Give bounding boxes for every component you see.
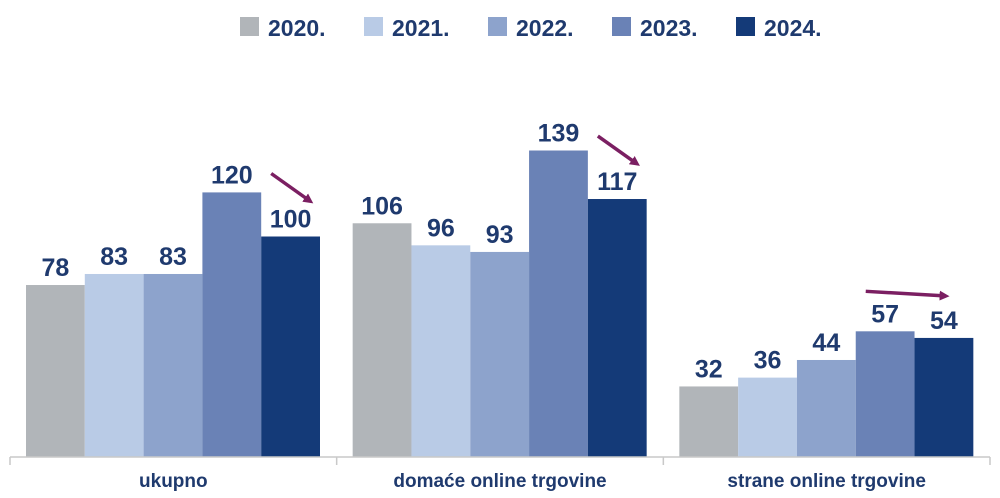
legend: 2020. 2021. 2022. 2023. 2024. bbox=[240, 15, 822, 41]
bar-0-3 bbox=[202, 192, 262, 457]
bar-1-1 bbox=[411, 245, 471, 457]
value-label-2-2: 44 bbox=[812, 329, 840, 357]
bar-0-1 bbox=[84, 273, 144, 457]
value-label-0-3: 120 bbox=[211, 161, 253, 189]
bar-0-4 bbox=[261, 236, 320, 457]
value-label-1-0: 106 bbox=[361, 192, 403, 220]
trend-arrow-1 bbox=[596, 134, 640, 166]
category-label-0: ukupno bbox=[139, 471, 208, 492]
bar-2-4 bbox=[914, 337, 974, 457]
legend-swatch-0 bbox=[240, 17, 259, 36]
category-label-2: strane online trgovine bbox=[727, 471, 925, 492]
value-label-2-1: 36 bbox=[754, 347, 782, 375]
bar-2-3 bbox=[855, 331, 915, 457]
bar-2-2 bbox=[796, 359, 856, 457]
value-label-1-2: 93 bbox=[486, 221, 514, 249]
bar-0-2 bbox=[143, 273, 203, 457]
value-label-0-4: 100 bbox=[270, 206, 312, 234]
value-label-0-2: 83 bbox=[159, 243, 187, 271]
legend-label-2: 2022. bbox=[516, 15, 574, 41]
bar-1-0 bbox=[352, 223, 412, 457]
value-label-2-3: 57 bbox=[871, 300, 899, 328]
value-label-1-3: 139 bbox=[538, 120, 580, 148]
legend-swatch-4 bbox=[736, 17, 755, 36]
bar-1-2 bbox=[470, 251, 530, 457]
legend-swatch-3 bbox=[612, 17, 631, 36]
legend-label-1: 2021. bbox=[392, 15, 450, 41]
legend-label-4: 2024. bbox=[764, 15, 822, 41]
value-label-2-0: 32 bbox=[695, 355, 723, 383]
bar-0-0 bbox=[26, 285, 85, 457]
legend-swatch-1 bbox=[364, 17, 383, 36]
bar-1-4 bbox=[587, 199, 647, 457]
bars-group bbox=[26, 150, 974, 457]
legend-label-0: 2020. bbox=[268, 15, 326, 41]
trend-arrows-group bbox=[270, 134, 950, 301]
value-label-1-4: 117 bbox=[597, 168, 637, 196]
bar-2-1 bbox=[738, 377, 797, 457]
value-label-0-0: 78 bbox=[41, 254, 69, 282]
trend-arrow-0 bbox=[270, 172, 314, 204]
trend-arrow-2 bbox=[865, 289, 950, 301]
value-labels-group: 78 83 83 120 100 106 96 93 139 117 32 36 44 57 54 bbox=[41, 120, 957, 384]
legend-swatch-2 bbox=[488, 17, 507, 36]
legend-label-3: 2023. bbox=[640, 15, 698, 41]
value-label-0-1: 83 bbox=[100, 243, 128, 271]
x-axis: ukupno domaće online trgovine strane onlin… bbox=[9, 456, 991, 492]
bar-2-0 bbox=[679, 386, 739, 457]
bar-1-3 bbox=[529, 150, 588, 457]
value-label-2-4: 54 bbox=[930, 307, 958, 335]
category-label-1: domaće online trgovine bbox=[393, 471, 606, 492]
value-label-1-1: 96 bbox=[427, 214, 455, 242]
